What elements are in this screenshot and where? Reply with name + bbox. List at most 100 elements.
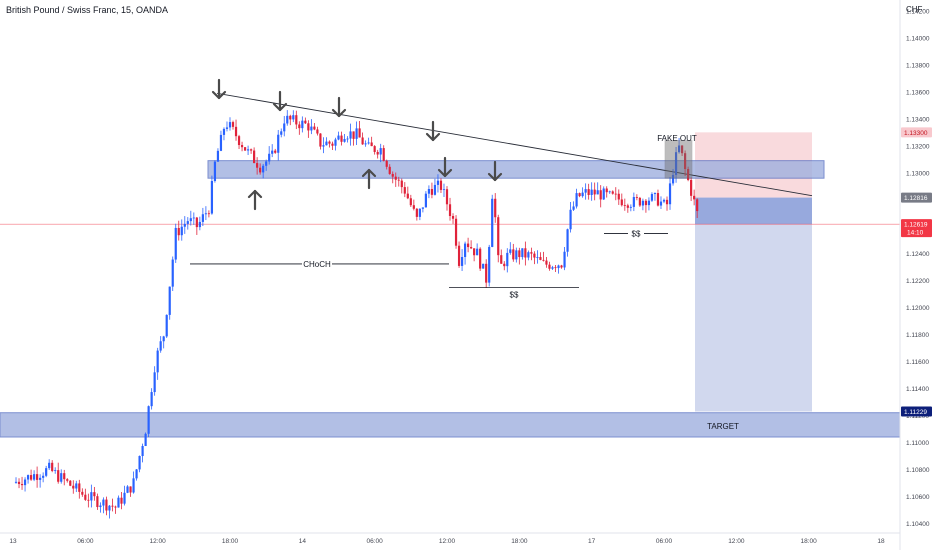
candle-body	[120, 497, 123, 504]
candle-body	[141, 446, 144, 457]
arrow-head	[425, 132, 441, 142]
candle-body	[138, 456, 141, 470]
candle-body	[439, 180, 443, 190]
candle-body	[563, 251, 566, 268]
candle-body	[36, 474, 39, 480]
candle-body	[578, 193, 581, 197]
candle-body	[343, 139, 346, 142]
time-tick-label: 06:00	[77, 538, 94, 545]
candle-body	[295, 115, 298, 125]
time-tick-label: 14	[299, 538, 307, 545]
candle-body	[222, 128, 226, 135]
candle-body	[545, 260, 548, 265]
candle-body	[614, 193, 617, 195]
liquidity-label-bg	[628, 227, 644, 239]
candle-body	[503, 263, 506, 267]
candle-body	[379, 148, 382, 155]
candle-body	[313, 126, 316, 130]
candle-body	[617, 193, 620, 200]
down-arrow-icon	[211, 78, 227, 100]
candle-body	[144, 433, 147, 447]
candle-body	[271, 150, 274, 154]
candle-body	[608, 191, 611, 193]
candle-body	[283, 123, 286, 132]
candle-body	[470, 247, 473, 249]
candle-body	[26, 475, 30, 480]
entry-price-tag: 1.12816	[904, 195, 928, 202]
candle-body	[234, 126, 238, 137]
target-label: TARGET	[707, 422, 739, 431]
candle-body	[177, 227, 180, 236]
candle-body	[123, 492, 126, 504]
chart-title: British Pound / Swiss Franc, 15, OANDA	[6, 5, 169, 15]
candle-body	[32, 474, 36, 480]
candle-body	[195, 217, 198, 228]
last-price-tag-bg	[901, 219, 932, 238]
candle-body	[482, 263, 485, 269]
candle-body	[466, 243, 470, 248]
candle-body	[210, 181, 214, 214]
price-tick-label: 1.12200	[906, 278, 930, 285]
down-arrow-icon	[425, 120, 441, 142]
candle-body	[301, 120, 304, 129]
down-arrow-icon	[487, 160, 503, 182]
resistance-zone	[207, 160, 825, 179]
time-tick-label: 13	[9, 538, 17, 545]
last-price-tag-countdown: 14:10	[907, 230, 924, 237]
candle-body	[611, 191, 614, 194]
candle-body	[602, 188, 605, 200]
price-tick-label: 1.11600	[906, 359, 929, 366]
candle-body	[180, 226, 183, 236]
candle-body	[307, 123, 310, 131]
candle-body	[521, 248, 524, 258]
candle-body	[322, 145, 325, 147]
candle-body	[340, 135, 343, 142]
arrow-head	[272, 102, 288, 112]
candle-body	[147, 406, 150, 434]
candle-body	[554, 267, 557, 269]
candle-body	[316, 129, 319, 134]
candle-body	[277, 134, 280, 153]
candle-body	[334, 139, 337, 146]
candle-body	[42, 475, 45, 478]
candle-body	[653, 193, 657, 195]
candle-body	[623, 205, 626, 207]
candle-body	[566, 229, 569, 252]
stop-price-tag-bg	[901, 127, 932, 138]
entry-zone	[695, 197, 812, 225]
candle-body	[54, 470, 57, 471]
price-tick-label: 1.11400	[906, 386, 929, 393]
candle-body	[412, 205, 415, 209]
candle-body	[39, 477, 42, 480]
candle-body	[90, 492, 93, 501]
candle-body	[696, 199, 699, 212]
candle-body	[491, 198, 494, 247]
candle-body	[376, 151, 379, 155]
arrow-head	[361, 168, 377, 178]
candle-body	[328, 141, 331, 144]
candle-body	[463, 243, 467, 257]
candle-body	[216, 150, 220, 162]
candle-body	[126, 486, 129, 493]
price-tick-label: 1.13800	[906, 62, 930, 69]
candle-body	[656, 193, 660, 206]
candle-body	[156, 350, 159, 373]
candle-body	[512, 249, 515, 260]
down-arrow-icon	[272, 90, 288, 112]
price-tick-label: 1.10600	[906, 494, 930, 501]
candle-body	[114, 506, 117, 508]
candle-body	[225, 127, 229, 129]
choch-label: CHoCH	[303, 260, 331, 269]
candle-body	[557, 265, 560, 269]
price-tick-label: 1.11000	[906, 440, 929, 447]
candle-body	[674, 152, 678, 175]
candle-body	[207, 213, 211, 215]
candle-body	[81, 491, 84, 495]
candle-body	[687, 169, 690, 180]
candle-body	[488, 246, 491, 283]
liquidity-label: $$	[632, 229, 641, 238]
down-arrow-icon	[331, 96, 347, 118]
price-tick-label: 1.13600	[906, 89, 930, 96]
candle-body	[20, 484, 24, 486]
